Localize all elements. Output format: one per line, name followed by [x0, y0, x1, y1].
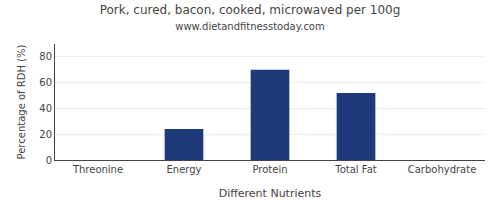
- svg-text:40: 40: [39, 103, 52, 114]
- svg-text:20: 20: [39, 129, 52, 140]
- svg-text:80: 80: [39, 51, 52, 62]
- svg-text:Different Nutrients: Different Nutrients: [219, 187, 322, 200]
- svg-text:Energy: Energy: [166, 164, 201, 175]
- svg-text:Protein: Protein: [252, 164, 287, 175]
- svg-text:0: 0: [46, 155, 52, 166]
- svg-text:60: 60: [39, 77, 52, 88]
- svg-text:Threonine: Threonine: [72, 164, 123, 175]
- svg-text:Total Fat: Total Fat: [334, 164, 376, 175]
- svg-text:Pork, cured, bacon, cooked, mi: Pork, cured, bacon, cooked, microwaved p…: [100, 3, 401, 32]
- svg-text:Carbohydrate: Carbohydrate: [408, 164, 477, 175]
- svg-text:Percentage of RDH (%): Percentage of RDH (%): [16, 44, 27, 159]
